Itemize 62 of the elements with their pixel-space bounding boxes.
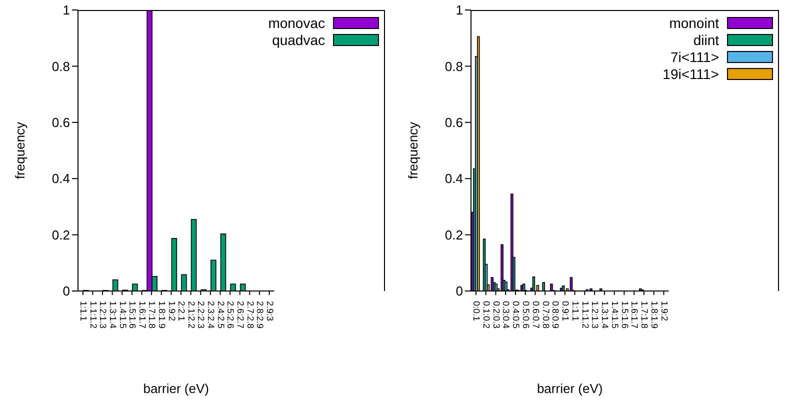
legend-label: monoint [669,14,719,30]
x-tick-label: 1.3:1.4 [108,301,118,329]
legend-label: quadvac [272,32,325,48]
y-tick-label: 0.4 [444,171,463,186]
x-tick-label: 1.1:1.2 [580,301,590,329]
x-tick-label: 1.8:1.9 [157,301,168,329]
x-tick-label: 0.6:0.7 [530,301,541,329]
y-tick-label: 0.2 [444,227,463,242]
x-tick-label: 1.2:1.3 [590,301,600,329]
y-tick-label: 1 [456,2,463,18]
x-tick-label: 1.7:1.8 [147,301,158,329]
x-tick-label: 2.5:2.6 [226,301,236,329]
x-tick-label: 2:2.1 [176,301,187,322]
x-tick-label: 2.1:2.2 [186,301,196,329]
y-tick-label: 0 [456,284,463,299]
x-tick-label: 1.5:1.6 [620,301,630,329]
x-tick-label: 1.4:1.5 [118,301,128,329]
x-tick-label: 2.3:2.4 [206,301,216,329]
x-tick-label: 0:0.1 [472,301,482,322]
x-tick-label: 1.4:1.5 [610,301,620,329]
x-tick-label: 1.9:2 [166,301,177,322]
y-axis-title: frequency [12,121,28,180]
x-tick-label: 1.1:1.2 [88,301,98,329]
x-tick-label: 0.4:0.5 [511,301,522,329]
x-tick-label: 1.5:1.6 [128,301,138,329]
x-tick-label: 1.6:1.7 [630,301,640,329]
x-tick-label: 1:1.1 [78,301,89,322]
x-tick-label: 2.4:2.5 [216,301,226,329]
legend-label: monovac [268,14,325,30]
x-tick-label: 0.7:0.8 [540,301,551,329]
x-tick-label: 0.9:1 [560,301,571,322]
y-tick-label: 0.4 [52,171,70,186]
legend-label: diint [693,32,719,48]
x-tick-label: 0.3:0.4 [501,301,512,329]
x-tick-label: 1.2:1.3 [98,301,108,329]
legend-label: 7i<111> [670,48,719,64]
x-tick-label: 2.2:2.3 [196,301,206,329]
x-tick-label: 1.9:2 [659,301,670,322]
x-tick-label: 1.3:1.4 [600,301,610,329]
x-tick-label: 1:1.1 [570,301,580,322]
x-tick-label: 2.9:3 [264,301,275,322]
y-tick-label: 0.6 [444,115,463,130]
y-tick-label: 0.8 [444,58,463,74]
y-tick-label: 0.6 [52,115,70,130]
x-tick-label: 0.1:0.2 [481,301,492,329]
y-tick-label: 1 [62,2,70,18]
x-tick-label: 2.7:2.8 [245,301,256,329]
x-tick-label: 0.2:0.3 [491,301,502,329]
y-tick-label: 0.8 [52,58,70,74]
y-tick-label: 0.2 [52,227,70,242]
x-axis-title: barrier (eV) [536,381,603,396]
x-tick-label: 1.7:1.8 [640,301,650,329]
x-tick-label: 2.6:2.7 [235,301,246,329]
y-axis-title: frequency [406,121,421,180]
x-tick-label: 1.8:1.9 [649,301,660,329]
x-tick-label: 0.5:0.6 [520,301,531,329]
legend-label: 19i<111> [662,66,719,82]
x-tick-label: 2.8:2.9 [255,301,266,329]
x-tick-label: 0.8:0.9 [550,301,561,329]
y-tick-label: 0 [62,284,70,299]
x-tick-label: 1.6:1.7 [137,301,148,329]
x-axis-title: barrier (eV) [143,381,209,396]
